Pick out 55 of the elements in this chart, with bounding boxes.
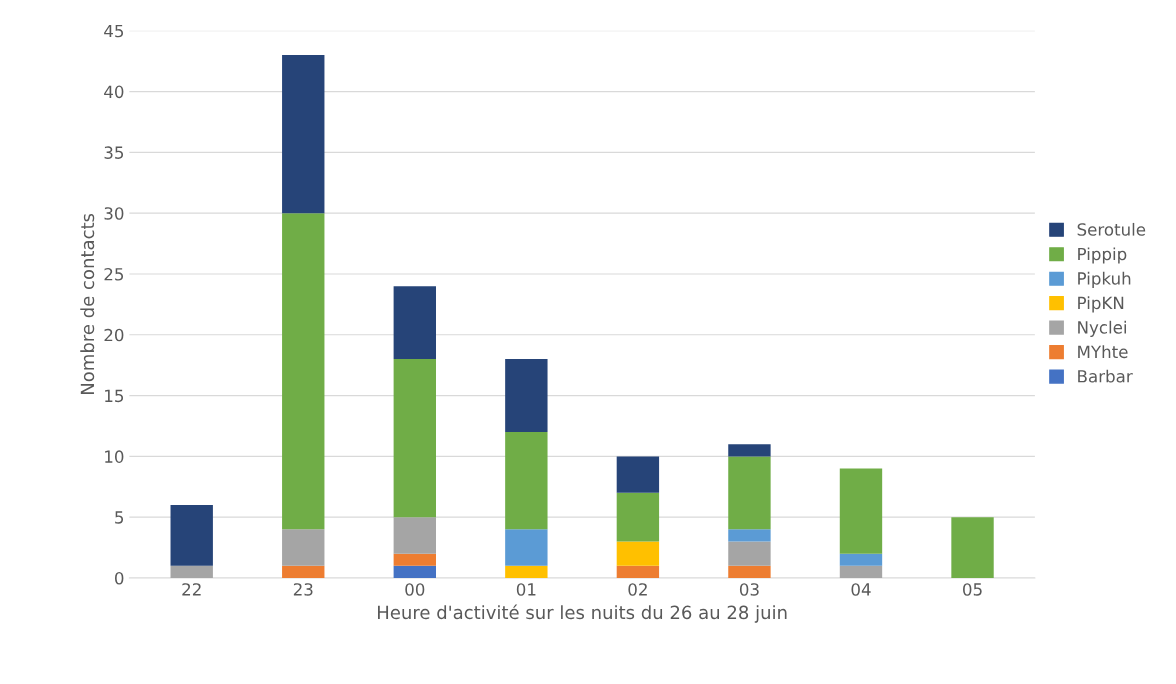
- y-tick-label: 20: [104, 328, 124, 342]
- bar: [282, 529, 325, 566]
- bar: [728, 529, 771, 542]
- bar: [282, 213, 325, 530]
- bar: [728, 444, 771, 457]
- x-tick-label: 03: [739, 583, 759, 596]
- bar: [951, 517, 994, 578]
- y-tick-label: 0: [114, 571, 124, 585]
- legend-label: Pipkuh: [1078, 271, 1131, 288]
- bar: [616, 541, 660, 566]
- bar: [393, 517, 436, 554]
- y-tick-label: 40: [104, 85, 124, 99]
- y-tick-label: 10: [105, 450, 124, 463]
- legend-label: MYhte: [1078, 345, 1128, 359]
- x-tick-label: 00: [405, 583, 425, 596]
- bar: [170, 505, 213, 566]
- x-tick-label: 01: [516, 583, 536, 596]
- x-tick-label: 22: [182, 583, 201, 596]
- legend-label: Pippip: [1078, 247, 1127, 264]
- bar: [728, 541, 771, 566]
- bar: [505, 359, 548, 433]
- legend-label: Serotule: [1077, 222, 1146, 236]
- x-axis-title: Heure d'activité sur les nuits du 26 au 28 juin: [378, 604, 787, 623]
- bar: [839, 565, 883, 578]
- bar: [393, 359, 436, 518]
- bar: [728, 565, 771, 578]
- bar: [282, 565, 325, 578]
- x-tick-label: 23: [293, 583, 313, 596]
- y-tick-label: 30: [104, 207, 124, 220]
- bar: [505, 529, 548, 566]
- bar: [616, 565, 660, 578]
- bar: [170, 565, 213, 578]
- x-tick-label: 05: [963, 583, 982, 596]
- y-tick-label: 5: [115, 511, 124, 524]
- bar: [728, 456, 771, 530]
- y-tick-label: 15: [105, 389, 124, 403]
- y-tick-label: 25: [104, 267, 124, 281]
- bar: [616, 492, 660, 542]
- bar: [505, 565, 548, 578]
- legend-label: Nyclei: [1078, 320, 1126, 337]
- y-tick-label: 45: [104, 24, 124, 38]
- bar: [393, 553, 436, 566]
- bar: [282, 55, 325, 214]
- legend-label: PipKN: [1078, 296, 1124, 313]
- legend-label: Barbar: [1078, 369, 1133, 383]
- bar: [616, 456, 660, 493]
- bar: [839, 468, 883, 554]
- y-tick-label: 35: [104, 146, 124, 159]
- bar: [505, 432, 548, 530]
- bar: [393, 286, 436, 360]
- y-axis-title: Nombre de contacts: [80, 213, 95, 394]
- x-tick-label: 02: [628, 583, 647, 596]
- bar: [839, 553, 883, 566]
- x-tick-label: 04: [851, 583, 871, 596]
- bar: [393, 565, 436, 578]
